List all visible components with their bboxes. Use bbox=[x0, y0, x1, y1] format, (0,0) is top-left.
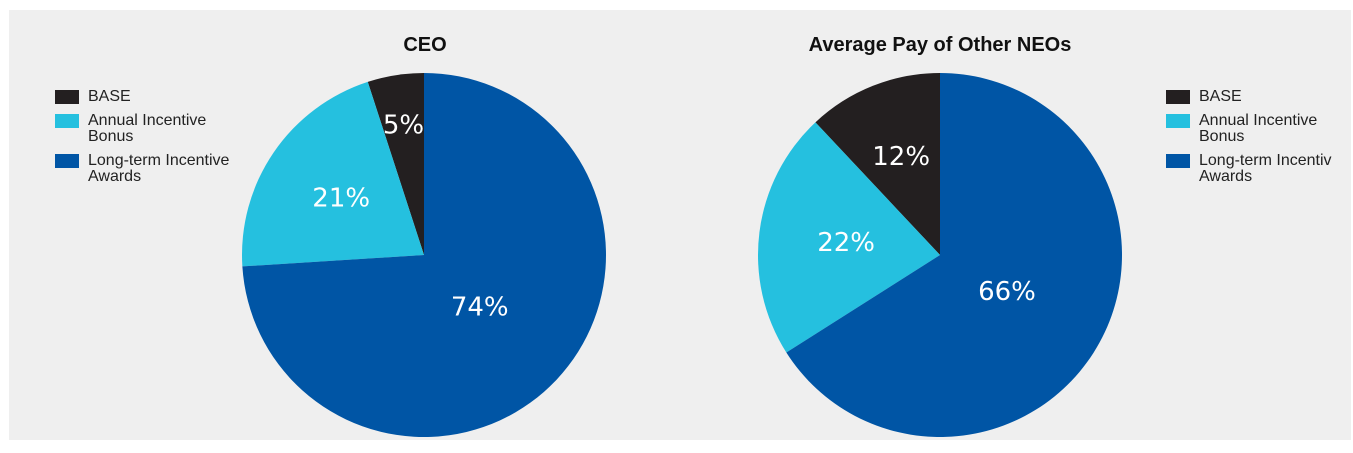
pie-slice-long-term-incentive-awards bbox=[242, 73, 606, 437]
legend-label-annual-incentive-bonus: Annual Incentive Bonus bbox=[1199, 112, 1318, 145]
chart-title-other-neos: Average Pay of Other NEOs bbox=[808, 34, 1072, 56]
pie-chart-other-neos: 12% 22% 66% bbox=[758, 73, 1122, 438]
data-label-annual-incentive-bonus: 22% bbox=[817, 228, 875, 258]
legend-label-long-term-incentive-awards: Long-term Incentive Awards bbox=[88, 152, 230, 185]
legend-label-base: BASE bbox=[1199, 88, 1242, 105]
legend-swatch-long-term-incentive-awards bbox=[55, 154, 79, 168]
data-label-base: 12% bbox=[872, 142, 930, 172]
legend-swatch-base bbox=[55, 90, 79, 104]
pie-slice-base bbox=[367, 73, 424, 255]
pie-slice-annual-incentive-bonus bbox=[242, 81, 424, 267]
legend-swatch-base bbox=[1166, 90, 1190, 104]
legend-swatch-annual-incentive-bonus bbox=[1166, 114, 1190, 128]
chart-title-ceo: CEO bbox=[403, 34, 447, 56]
pie-chart-ceo: 5% 21% 74% bbox=[242, 73, 606, 437]
data-label-long-term-incentive-awards: 66% bbox=[978, 277, 1036, 307]
pie-slice-annual-incentive-bonus bbox=[758, 122, 940, 353]
chart-panel bbox=[9, 10, 1351, 440]
data-label-long-term-incentive-awards: 74% bbox=[451, 292, 509, 322]
legend-label-long-term-incentive-awards: Long-term Incentiv Awards bbox=[1199, 153, 1332, 185]
legend-swatch-annual-incentive-bonus bbox=[55, 114, 79, 128]
legend-swatch-long-term-incentive-awards bbox=[1166, 154, 1190, 168]
legend-label-base: BASE bbox=[88, 88, 131, 105]
data-label-annual-incentive-bonus: 21% bbox=[312, 184, 370, 214]
pie-slice-long-term-incentive-awards bbox=[786, 73, 1122, 438]
pie-slice-base bbox=[815, 73, 940, 255]
legend-label-annual-incentive-bonus: Annual Incentive Bonus bbox=[88, 112, 207, 145]
data-label-base: 5% bbox=[383, 111, 424, 141]
